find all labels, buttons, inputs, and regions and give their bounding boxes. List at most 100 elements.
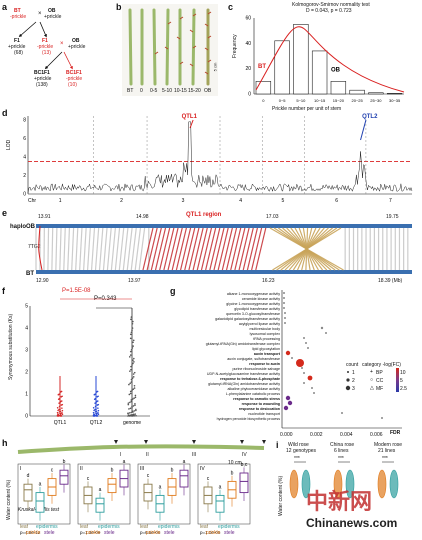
fdr-tick-1: 0.002 [310,432,323,438]
rose-violin-0-1 [301,469,311,499]
violin-point [61,409,64,412]
violin-point [97,395,99,398]
violin-point [132,339,135,342]
ob-backcross-sub: +prickle [68,44,86,50]
hist-x-tick: 0~5 [279,98,287,103]
violin-point [130,365,132,368]
violin-point [93,409,95,412]
go-term-3: glycolipid transferase activity [234,307,280,311]
gene-7tg2-link [38,225,43,271]
h-xlabel-stele: stele [44,530,55,536]
stem-mark-ii: II [146,452,149,458]
stem-scale: 10 cm [228,460,242,466]
violin-point [96,390,99,393]
go-point-3 [283,307,285,309]
violin-point [132,320,134,323]
h-xlabel-epidermis: epidermis [36,524,58,530]
synteny-link [175,227,187,271]
synteny-link [83,227,87,271]
go-term-20: L-phenylalanine catabolic process [225,392,280,396]
legend-val-2: 5 [400,378,403,384]
go-point-21 [285,395,291,401]
violin-point [129,390,132,393]
chr-label-2: 2 [120,198,123,204]
synteny-link [122,227,129,271]
violin-point [132,341,134,344]
hist-bar-6 [368,92,384,95]
synteny-link [118,227,125,271]
synteny-link [130,227,137,271]
synteny-link [138,227,146,271]
synteny-link [47,227,50,271]
panel-e-label: e [2,208,8,218]
box-letter: d [27,473,30,479]
go-term-10: glutamyl-tRNA(Gln) amidotransferase comp… [205,342,280,346]
violin-y-tick: 3 [25,348,28,354]
go-point-1 [283,297,285,299]
violin-point [132,415,134,417]
violin-y-tick: 0 [25,414,28,420]
go-point-7 [320,326,324,330]
prickle-stems-drawing [128,8,212,86]
violin-point [134,394,137,397]
synteny-link [230,227,242,271]
synteny-link [234,227,246,271]
boxplot-id: II [80,466,83,472]
modern-rose-sig: *** [382,456,388,462]
synteny-link [106,227,112,271]
violin-y-tick: 2 [25,370,28,376]
synteny-link [67,227,71,271]
h-xlabel-leaf-4: leaf [200,524,209,530]
h-xlabel-epidermis-3: epidermis [158,524,180,530]
chinanews-logo-cn: 中新网 [306,489,373,514]
ks-title: Kolmogorov-Smirnov normality test [292,2,370,8]
violin-point [56,411,59,414]
violin-point [96,412,98,415]
top-tick-4: 19.75 [386,214,399,220]
go-term-14: response to auxin [249,362,280,366]
go-term-22: response to wounding [241,402,280,406]
h-xlabel-prickle-4: prickle [206,530,221,536]
go-point-11 [307,347,309,349]
go-term-1: ceramide kinase activity [241,297,280,301]
violin-point [92,407,95,409]
hist-ylabel: Frequency [232,34,238,58]
stem-label-ob: OB [204,88,212,94]
ob-backcross: OB [72,38,80,44]
hist-bt-label: BT [258,64,266,70]
box-letter: a [99,487,102,493]
go-point-18 [303,382,305,384]
go-term-8: lysosomal complex [249,332,280,336]
legend-count-title: count [346,362,359,368]
water-ylabel: Water content (%) [6,479,12,520]
go-term-23: response to desiccation [238,407,280,411]
legend-cat-title: category -log(FC) [362,362,401,368]
hist-x-tick: 20~25 [352,98,364,103]
violin-point [130,411,133,414]
bottom-tick-2: 13.97 [128,278,141,284]
box-3-3 [239,472,249,494]
china-rose-name: China rose [330,442,355,448]
boxplot-pvalue: p=6.5e-08 [140,530,161,535]
go-term-5: galactolipid galactosyltransferase activ… [215,317,280,321]
fdr-tick-3: 0.006 [370,432,383,438]
violin-point [92,411,95,414]
synteny-link [79,227,83,271]
violin-point [127,403,130,406]
violin-point [130,368,132,371]
violin-point [129,337,132,340]
chr-label-5: 5 [281,198,284,204]
go-term-7: multivesicular body [249,327,280,331]
boxplot-pvalue: p=1.0e-05 [200,530,221,535]
violin-point [58,414,60,417]
synteny-link [150,227,162,271]
go-point-8 [325,332,327,334]
go-point-13 [291,357,293,359]
violin-point [132,388,135,391]
violin-point [61,407,63,409]
violin-point [61,413,64,416]
china-rose-sig: *** [338,456,344,462]
qtl2-arrow [360,119,367,141]
violin-point [129,382,131,385]
violin-point [128,383,130,386]
